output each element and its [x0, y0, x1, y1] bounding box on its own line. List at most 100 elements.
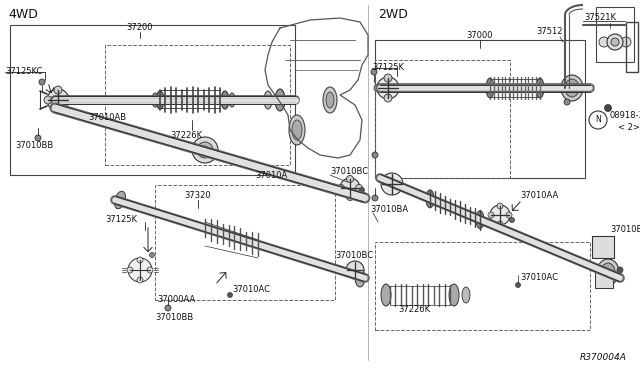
Text: 37010AC: 37010AC: [232, 285, 270, 295]
Circle shape: [137, 257, 143, 263]
Circle shape: [227, 292, 232, 298]
Bar: [595, 270, 613, 288]
Circle shape: [394, 84, 402, 92]
Circle shape: [374, 84, 382, 92]
Bar: [155, 185, 335, 300]
Ellipse shape: [221, 91, 229, 109]
Text: 37010BC: 37010BC: [335, 250, 373, 260]
Text: 37200: 37200: [127, 23, 153, 32]
Ellipse shape: [597, 259, 619, 285]
Circle shape: [150, 253, 154, 257]
Circle shape: [346, 176, 353, 183]
Text: 37010AA: 37010AA: [520, 190, 558, 199]
Ellipse shape: [47, 89, 69, 111]
Text: 37521K: 37521K: [584, 13, 616, 22]
Bar: [375, 60, 510, 178]
Text: 37010B: 37010B: [610, 225, 640, 234]
Text: 37010BB: 37010BB: [155, 314, 193, 323]
Circle shape: [611, 38, 619, 46]
Text: 37000AA: 37000AA: [157, 295, 195, 305]
Ellipse shape: [601, 263, 615, 281]
Circle shape: [54, 106, 62, 114]
Text: 37010A: 37010A: [255, 170, 287, 180]
Circle shape: [147, 267, 153, 273]
Text: 37125K: 37125K: [105, 215, 137, 224]
Bar: [10, 25, 295, 175]
Text: 37010BA: 37010BA: [370, 205, 408, 215]
Bar: [592, 236, 614, 258]
Circle shape: [384, 94, 392, 102]
Circle shape: [35, 135, 41, 141]
Circle shape: [165, 305, 171, 311]
Ellipse shape: [152, 93, 158, 107]
Circle shape: [355, 185, 362, 192]
Circle shape: [127, 267, 133, 273]
Circle shape: [371, 69, 377, 75]
Ellipse shape: [381, 284, 391, 306]
Circle shape: [607, 34, 623, 50]
Ellipse shape: [323, 87, 337, 113]
Text: 37125K: 37125K: [372, 64, 404, 73]
Circle shape: [372, 152, 378, 158]
Circle shape: [44, 96, 52, 104]
Circle shape: [515, 282, 520, 288]
Text: 37512: 37512: [537, 28, 563, 36]
Circle shape: [54, 86, 62, 94]
Circle shape: [64, 96, 72, 104]
Ellipse shape: [381, 173, 403, 195]
Ellipse shape: [377, 77, 399, 99]
Ellipse shape: [197, 142, 213, 158]
Bar: [375, 242, 590, 330]
Circle shape: [621, 37, 631, 47]
Text: 37010AB: 37010AB: [88, 113, 126, 122]
Text: N: N: [595, 115, 601, 125]
Circle shape: [39, 79, 45, 85]
Ellipse shape: [201, 146, 209, 154]
Ellipse shape: [565, 79, 579, 97]
Circle shape: [497, 221, 503, 227]
Circle shape: [346, 193, 353, 201]
Circle shape: [360, 187, 365, 192]
Ellipse shape: [340, 178, 360, 198]
Text: 37010BB: 37010BB: [15, 141, 53, 150]
Ellipse shape: [426, 190, 434, 208]
Text: 37320: 37320: [185, 190, 211, 199]
Ellipse shape: [449, 284, 459, 306]
Ellipse shape: [292, 120, 302, 140]
Bar: [596, 7, 634, 62]
Ellipse shape: [115, 191, 125, 209]
Circle shape: [564, 99, 570, 105]
Ellipse shape: [156, 91, 164, 109]
Circle shape: [128, 258, 152, 282]
Text: 37125KC: 37125KC: [5, 67, 42, 77]
Text: 37226K: 37226K: [398, 305, 430, 314]
Ellipse shape: [561, 75, 583, 101]
Ellipse shape: [289, 115, 305, 145]
Circle shape: [509, 218, 515, 222]
Ellipse shape: [264, 91, 272, 109]
Bar: [105, 45, 290, 165]
Ellipse shape: [486, 78, 494, 98]
Circle shape: [488, 212, 494, 218]
Ellipse shape: [192, 137, 218, 163]
Text: 37226K: 37226K: [170, 131, 202, 140]
Circle shape: [497, 203, 503, 209]
Circle shape: [506, 212, 512, 218]
Text: 2WD: 2WD: [378, 9, 408, 22]
Ellipse shape: [326, 92, 334, 108]
Ellipse shape: [355, 269, 365, 287]
Bar: [626, 22, 638, 72]
Circle shape: [372, 195, 378, 201]
Circle shape: [337, 185, 344, 192]
Ellipse shape: [462, 287, 470, 303]
Ellipse shape: [490, 205, 510, 225]
Bar: [375, 40, 585, 178]
Ellipse shape: [476, 211, 484, 229]
Text: < 2>: < 2>: [618, 124, 640, 132]
Ellipse shape: [536, 78, 544, 98]
Circle shape: [137, 277, 143, 283]
Circle shape: [617, 267, 623, 273]
Circle shape: [605, 105, 611, 112]
Text: 08918-3401A: 08918-3401A: [610, 112, 640, 121]
Text: 37010AC: 37010AC: [520, 273, 558, 282]
